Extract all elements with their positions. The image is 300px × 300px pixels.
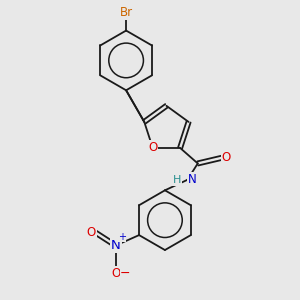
Text: N: N	[188, 173, 197, 186]
Text: N: N	[111, 239, 121, 252]
Text: O: O	[221, 151, 231, 164]
Text: O: O	[148, 141, 158, 154]
Text: +: +	[118, 232, 126, 242]
Text: O: O	[111, 267, 120, 280]
Text: H: H	[173, 175, 181, 185]
Text: −: −	[120, 267, 130, 280]
Text: O: O	[86, 226, 96, 238]
Text: Br: Br	[119, 6, 133, 19]
